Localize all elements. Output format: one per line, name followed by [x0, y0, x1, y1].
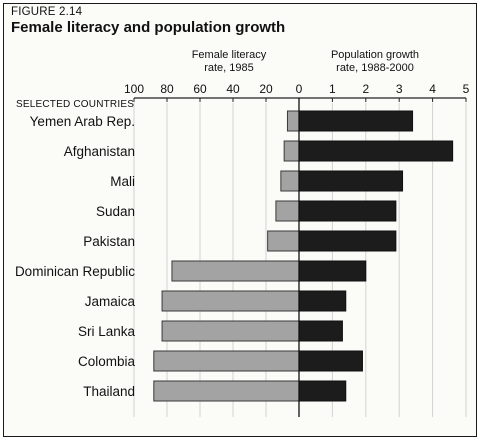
bar-population-growth: [298, 170, 404, 192]
tick-label-right: 4: [429, 82, 436, 96]
category-label: Dominican Republic: [15, 264, 135, 279]
bar-population-growth: [298, 350, 363, 372]
category-label: Colombia: [78, 354, 136, 369]
category-label: Mali: [110, 174, 135, 189]
tick-label-left: 40: [226, 82, 240, 96]
tick-label-left: 60: [193, 82, 207, 96]
category-label: Sri Lanka: [78, 324, 136, 339]
bar-female-literacy: [267, 230, 300, 252]
category-label: Sudan: [96, 204, 135, 219]
bar-population-growth: [298, 230, 397, 252]
tick-label-left: 100: [124, 82, 144, 96]
tick-label-right: 3: [396, 82, 403, 96]
bar-population-growth: [298, 320, 343, 342]
series-label-left-line1: Female literacy: [192, 49, 267, 61]
figure-label: FIGURE 2.14: [11, 6, 83, 18]
bar-female-literacy: [275, 200, 300, 222]
bar-population-growth: [298, 380, 347, 402]
bar-female-literacy: [286, 110, 300, 132]
figure-title: Female literacy and population growth: [11, 19, 286, 36]
bar-female-literacy: [283, 140, 300, 162]
bar-population-growth: [298, 140, 454, 162]
bar-female-literacy: [280, 170, 300, 192]
bar-female-literacy: [161, 320, 300, 342]
tick-label-left: 20: [259, 82, 273, 96]
tick-label-left: 80: [160, 82, 174, 96]
bar-population-growth: [298, 260, 367, 282]
bar-population-growth: [298, 110, 414, 132]
series-label-left-line2: rate, 1985: [204, 62, 254, 74]
bar-female-literacy: [171, 260, 300, 282]
category-heading: SELECTED COUNTRIES: [16, 99, 134, 110]
bar-female-literacy: [153, 380, 300, 402]
category-label: Pakistan: [83, 234, 135, 249]
category-label: Yemen Arab Rep.: [30, 114, 135, 129]
category-label: Afghanistan: [64, 144, 135, 159]
bar-female-literacy: [161, 290, 300, 312]
series-label-right-line1: Population growth: [331, 49, 419, 61]
tick-label-left: 0: [296, 82, 303, 96]
tick-label-right: 5: [463, 82, 470, 96]
category-label: Thailand: [83, 384, 135, 399]
bar-female-literacy: [153, 350, 300, 372]
tick-label-right: 2: [362, 82, 369, 96]
bar-population-growth: [298, 200, 397, 222]
category-label: Jamaica: [85, 294, 136, 309]
series-label-right-line2: rate, 1988-2000: [336, 62, 414, 74]
bar-population-growth: [298, 290, 347, 312]
tick-label-right: 1: [329, 82, 336, 96]
